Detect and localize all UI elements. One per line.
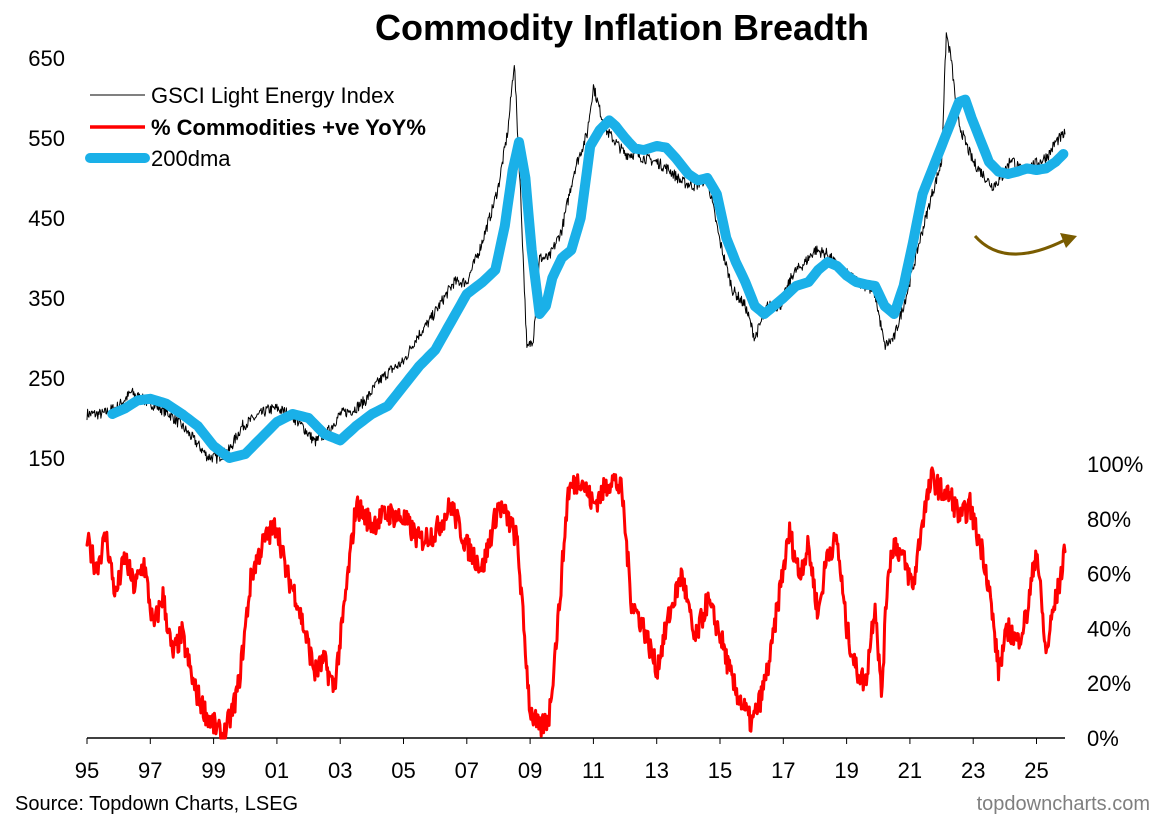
left-tick-label: 350 — [28, 286, 65, 311]
legend: GSCI Light Energy Index % Commodities +v… — [85, 83, 426, 171]
x-tick-label: 11 — [582, 758, 605, 783]
legend-label-breadth: % Commodities +ve YoY% — [151, 115, 426, 140]
legend-label-dma: 200dma — [151, 146, 231, 171]
right-axis: 100% 80% 60% 40% 20% 0% — [1087, 452, 1143, 751]
x-tick-label: 09 — [518, 758, 542, 783]
x-tick-label: 01 — [265, 758, 289, 783]
x-tick-label: 25 — [1024, 758, 1048, 783]
left-axis: 650 550 450 350 250 150 — [28, 46, 65, 471]
x-tick-label: 23 — [961, 758, 985, 783]
legend-item-breadth: % Commodities +ve YoY% — [90, 115, 426, 140]
upturn-arrow-curve — [973, 235, 1066, 256]
legend-label-gsci: GSCI Light Energy Index — [151, 83, 394, 108]
chart-title: Commodity Inflation Breadth — [375, 7, 869, 48]
right-tick-label: 20% — [1087, 671, 1131, 696]
x-tick-label: 07 — [455, 758, 479, 783]
right-tick-label: 40% — [1087, 616, 1131, 641]
series-gsci-line — [86, 32, 1066, 464]
x-tick-label: 15 — [708, 758, 732, 783]
x-tick-label: 17 — [771, 758, 795, 783]
left-tick-label: 650 — [28, 46, 65, 71]
right-tick-label: 80% — [1087, 507, 1131, 532]
right-tick-label: 60% — [1087, 562, 1131, 587]
x-axis: 95 97 99 01 03 05 07 09 11 13 15 17 19 21 23 25 — [75, 737, 1065, 783]
x-tick-label: 19 — [834, 758, 858, 783]
x-tick-label: 21 — [898, 758, 922, 783]
brand-link[interactable]: topdowncharts.com — [977, 793, 1150, 815]
left-tick-label: 150 — [28, 446, 65, 471]
plot-area — [85, 32, 1069, 740]
legend-item-dma: 200dma — [85, 146, 231, 171]
legend-item-gsci: GSCI Light Energy Index — [90, 83, 394, 108]
left-tick-label: 450 — [28, 206, 65, 231]
x-tick-label: 03 — [328, 758, 352, 783]
upturn-arrow-head — [1060, 233, 1077, 248]
x-tick-label: 95 — [75, 758, 99, 783]
left-tick-label: 250 — [28, 366, 65, 391]
x-tick-label: 99 — [201, 758, 225, 783]
source-note: Source: Topdown Charts, LSEG — [15, 793, 298, 815]
series-breadth-line — [85, 466, 1067, 740]
right-tick-label: 0% — [1087, 726, 1119, 751]
series-dma-line — [107, 94, 1069, 463]
x-tick-label: 97 — [138, 758, 162, 783]
right-tick-label: 100% — [1087, 452, 1143, 477]
left-tick-label: 550 — [28, 126, 65, 151]
upturn-arrow — [973, 233, 1077, 256]
x-tick-label: 13 — [644, 758, 668, 783]
x-tick-label: 05 — [391, 758, 415, 783]
